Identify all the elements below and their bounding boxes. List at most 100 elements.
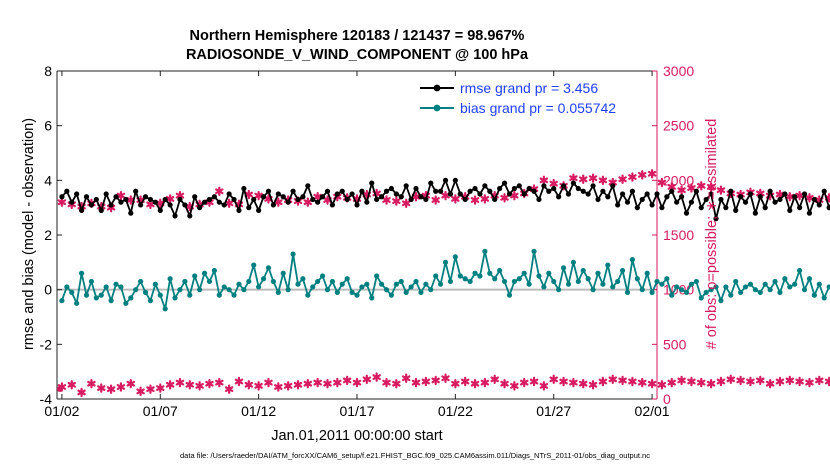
- y-axis-right-label: # of obs: o=possible; ∗=assimilated: [704, 119, 720, 350]
- bias-series-point: [167, 276, 173, 282]
- obs-count-low-point: [431, 375, 440, 386]
- obs-star-stroke: [549, 376, 558, 383]
- rmse-series-point: [600, 188, 606, 194]
- bias-series-point: [344, 276, 350, 282]
- bias-series-point: [713, 284, 719, 290]
- rmse-series-point: [619, 191, 626, 197]
- obs-star-stroke: [638, 379, 647, 386]
- obs-assimilated-point: [588, 173, 598, 183]
- obs-star-stroke: [352, 379, 362, 386]
- bias-series-point: [797, 267, 803, 274]
- obs-count-low-point: [224, 384, 234, 394]
- rmse-series-point: [201, 199, 208, 205]
- rmse-series-point: [319, 194, 326, 200]
- obs-star-stroke: [165, 381, 175, 388]
- bias-series-point: [69, 289, 75, 295]
- obs-star-stroke: [185, 381, 195, 388]
- rmse-series-point: [393, 191, 399, 197]
- obs-star-stroke: [431, 197, 440, 203]
- bias-series-point: [792, 281, 798, 287]
- obs-assimilated-point: [805, 193, 814, 203]
- bias-series-point: [472, 270, 478, 276]
- bias-series-point: [703, 289, 709, 295]
- rmse-series-point: [683, 210, 690, 216]
- rmse-series-point: [634, 205, 640, 211]
- rmse-series-point: [639, 196, 645, 203]
- bias-series-point: [265, 265, 272, 271]
- rmse-series-point: [595, 196, 601, 203]
- rmse-series-point: [226, 191, 232, 197]
- bias-series-point: [629, 257, 636, 263]
- bias-series-point: [226, 287, 232, 293]
- obs-star-stroke: [579, 176, 588, 183]
- rmse-series-point: [457, 191, 463, 197]
- obs-star-stroke: [146, 201, 155, 208]
- rmse-series-point: [433, 188, 439, 194]
- obs-assimilated-point: [687, 183, 696, 193]
- x-axis-label: Jan.01,2011 00:00:00 start: [271, 428, 442, 444]
- bias-series-point: [256, 284, 262, 290]
- obs-count-low-point: [480, 377, 490, 388]
- obs-count-low-point: [805, 377, 814, 388]
- rmse-series-point: [757, 194, 763, 200]
- obs-star-stroke: [67, 381, 76, 388]
- obs-star-stroke: [706, 183, 716, 190]
- bias-series-point: [152, 281, 158, 287]
- obs-star-stroke: [579, 380, 588, 387]
- bias-series-point: [560, 265, 567, 271]
- rmse-series-point: [192, 194, 198, 200]
- rmse-series-point: [64, 188, 70, 194]
- obs-star-stroke: [244, 381, 254, 388]
- obs-star-stroke: [323, 380, 332, 387]
- bias-series-point: [172, 295, 178, 301]
- bias-series-point: [526, 281, 532, 287]
- obs-assimilated-point: [638, 170, 647, 180]
- obs-count-low-point: [146, 384, 155, 394]
- rmse-series-point: [782, 191, 788, 197]
- rmse-series-point: [467, 188, 473, 194]
- obs-star-stroke: [598, 177, 608, 184]
- obs-star-stroke: [785, 377, 795, 384]
- obs-count-low-point: [815, 375, 824, 386]
- obs-star-stroke: [470, 380, 480, 387]
- data-file-note: data file: /Users/raeder/DAI/ATM_forcXX/…: [180, 451, 650, 460]
- bias-series-point: [128, 295, 134, 301]
- rmse-series-point: [438, 188, 444, 194]
- obs-assimilated-point: [431, 195, 440, 205]
- obs-star-stroke: [195, 382, 204, 389]
- bias-series-point: [551, 278, 557, 285]
- legend-bias-label: bias grand pr = 0.055742: [460, 100, 616, 116]
- obs-star-stroke: [97, 385, 106, 391]
- y-axis-left-label: rmse and bias (model - observation): [21, 118, 37, 350]
- rmse-series-point: [231, 196, 237, 203]
- obs-star-stroke: [746, 378, 755, 385]
- obs-count-low-point: [185, 380, 195, 390]
- rmse-series-point: [511, 185, 517, 192]
- bias-series-point: [467, 278, 473, 285]
- bias-series-point: [315, 278, 321, 285]
- bias-series-point: [762, 281, 768, 287]
- obs-star-stroke: [549, 180, 558, 187]
- bias-series-point: [349, 289, 355, 295]
- rmse-series-point: [74, 191, 80, 197]
- rmse-series-point: [492, 196, 498, 203]
- obs-star-stroke: [293, 381, 303, 388]
- y-left-tick-label: 6: [44, 118, 52, 134]
- bias-series-point: [329, 278, 336, 285]
- obs-star-stroke: [628, 378, 637, 385]
- obs-count-low-point: [215, 377, 224, 388]
- obs-count-low-point: [824, 376, 830, 387]
- obs-count-low-point: [657, 380, 667, 390]
- obs-star-stroke: [657, 381, 667, 388]
- rmse-series-point: [654, 191, 660, 197]
- rmse-series-point: [418, 194, 424, 200]
- bias-series: [61, 250, 830, 310]
- bias-series-point: [585, 276, 591, 282]
- obs-count-low-point: [510, 381, 519, 391]
- bias-series-point: [211, 267, 217, 274]
- bias-series-point: [787, 284, 793, 290]
- bias-series-point: [546, 270, 552, 276]
- legend-bias-marker: [433, 104, 441, 112]
- obs-count-low-point: [756, 375, 765, 386]
- bias-series-point: [295, 281, 301, 287]
